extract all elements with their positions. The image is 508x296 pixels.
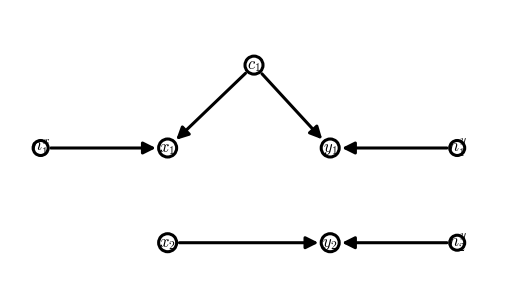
- Text: $n_1^y$: $n_1^y$: [448, 137, 467, 159]
- Circle shape: [321, 139, 339, 157]
- Text: $y_1$: $y_1$: [323, 139, 338, 157]
- Circle shape: [158, 139, 177, 157]
- Circle shape: [321, 234, 339, 252]
- Text: $x_1$: $x_1$: [160, 139, 176, 157]
- Circle shape: [245, 56, 263, 74]
- Text: $n_2^y$: $n_2^y$: [448, 232, 467, 254]
- Circle shape: [450, 141, 465, 155]
- Text: $y_2$: $y_2$: [323, 234, 338, 252]
- Circle shape: [450, 235, 465, 250]
- Text: $n_1^x$: $n_1^x$: [31, 138, 50, 158]
- Text: $x_2$: $x_2$: [160, 234, 176, 252]
- Circle shape: [158, 234, 177, 252]
- Text: $c_1$: $c_1$: [247, 56, 261, 74]
- Circle shape: [33, 141, 48, 155]
